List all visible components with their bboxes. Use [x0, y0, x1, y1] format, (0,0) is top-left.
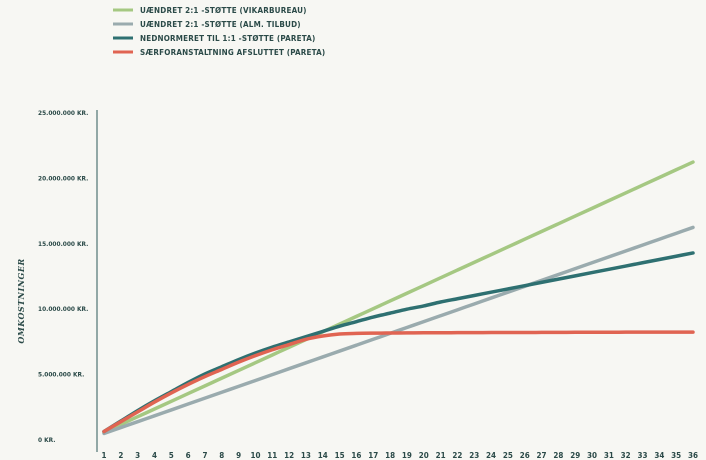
x-tick-label-28: 28	[553, 451, 563, 460]
x-tick-label-15: 15	[335, 451, 345, 460]
legend: UÆNDRET 2:1 -STØTTE (VIKARBUREAU) UÆNDRET…	[113, 5, 325, 57]
x-tick-label-19: 19	[402, 451, 412, 460]
x-tick-label-12: 12	[284, 451, 294, 460]
y-axis-ticks: 0 KR. 5.000.000 KR. 10.000.000 KR. 15.000.0…	[38, 109, 88, 444]
x-tick-label-6: 6	[186, 451, 191, 460]
legend-label-4: SÆRFORANSTALTNING AFSLUTTET (PARETA)	[140, 48, 325, 57]
x-tick-label-26: 26	[520, 451, 530, 460]
y-tick-label-4: 15.000.000 KR.	[38, 240, 88, 248]
series-line-1	[102, 160, 695, 434]
x-axis-ticks: 1 2 3 4 5 6 7 8 9 10 11 12 13 14 15 16 17 18 19 20 21 22 23 24 2…	[101, 451, 698, 460]
x-tick-label-33: 33	[638, 451, 648, 460]
x-tick-label-10: 10	[250, 451, 260, 460]
y-tick-label-6: 25.000.000 KR.	[38, 109, 88, 117]
x-tick-label-17: 17	[368, 451, 378, 460]
x-tick-label-35: 35	[671, 451, 681, 460]
y-tick-label-3: 10.000.000 KR.	[38, 305, 88, 313]
x-tick-label-29: 29	[570, 451, 580, 460]
y-axis-label: OMKOSTNINGER	[16, 258, 26, 343]
y-tick-label-2: 5.000.000 KR.	[38, 371, 84, 379]
series-line-3	[102, 251, 695, 434]
series-line-2	[102, 225, 695, 436]
x-tick-label-32: 32	[621, 451, 631, 460]
x-tick-label-24: 24	[486, 451, 496, 460]
x-tick-label-4: 4	[152, 451, 157, 460]
x-tick-label-8: 8	[219, 451, 224, 460]
series-lines	[102, 160, 695, 436]
x-tick-label-14: 14	[318, 451, 328, 460]
x-tick-label-11: 11	[267, 451, 277, 460]
x-tick-label-2: 2	[118, 451, 123, 460]
x-tick-label-5: 5	[169, 451, 174, 460]
x-tick-label-27: 27	[537, 451, 547, 460]
y-tick-label-1: 0 KR.	[38, 436, 55, 444]
x-tick-label-9: 9	[236, 451, 241, 460]
x-tick-label-7: 7	[202, 451, 207, 460]
x-tick-label-30: 30	[587, 451, 597, 460]
x-tick-label-1: 1	[101, 451, 106, 460]
x-tick-label-34: 34	[654, 451, 664, 460]
x-tick-label-13: 13	[301, 451, 311, 460]
y-tick-label-5: 20.000.000 KR.	[38, 174, 88, 182]
x-tick-label-36: 36	[688, 451, 698, 460]
legend-label-3: NEDNORMERET TIL 1:1 -STØTTE (PARETA)	[140, 33, 315, 43]
x-tick-label-31: 31	[604, 451, 614, 460]
legend-label-1: UÆNDRET 2:1 -STØTTE (VIKARBUREAU)	[140, 5, 307, 15]
series-line-4	[102, 330, 695, 434]
x-tick-label-25: 25	[503, 451, 513, 460]
x-tick-label-23: 23	[469, 451, 479, 460]
x-tick-label-20: 20	[419, 451, 429, 460]
x-tick-label-18: 18	[385, 451, 395, 460]
x-tick-label-21: 21	[436, 451, 446, 460]
x-tick-label-3: 3	[135, 451, 140, 460]
x-tick-label-22: 22	[452, 451, 462, 460]
legend-label-2: UÆNDRET 2:1 -STØTTE (ALM. TILBUD)	[140, 19, 301, 29]
x-tick-label-16: 16	[351, 451, 361, 460]
